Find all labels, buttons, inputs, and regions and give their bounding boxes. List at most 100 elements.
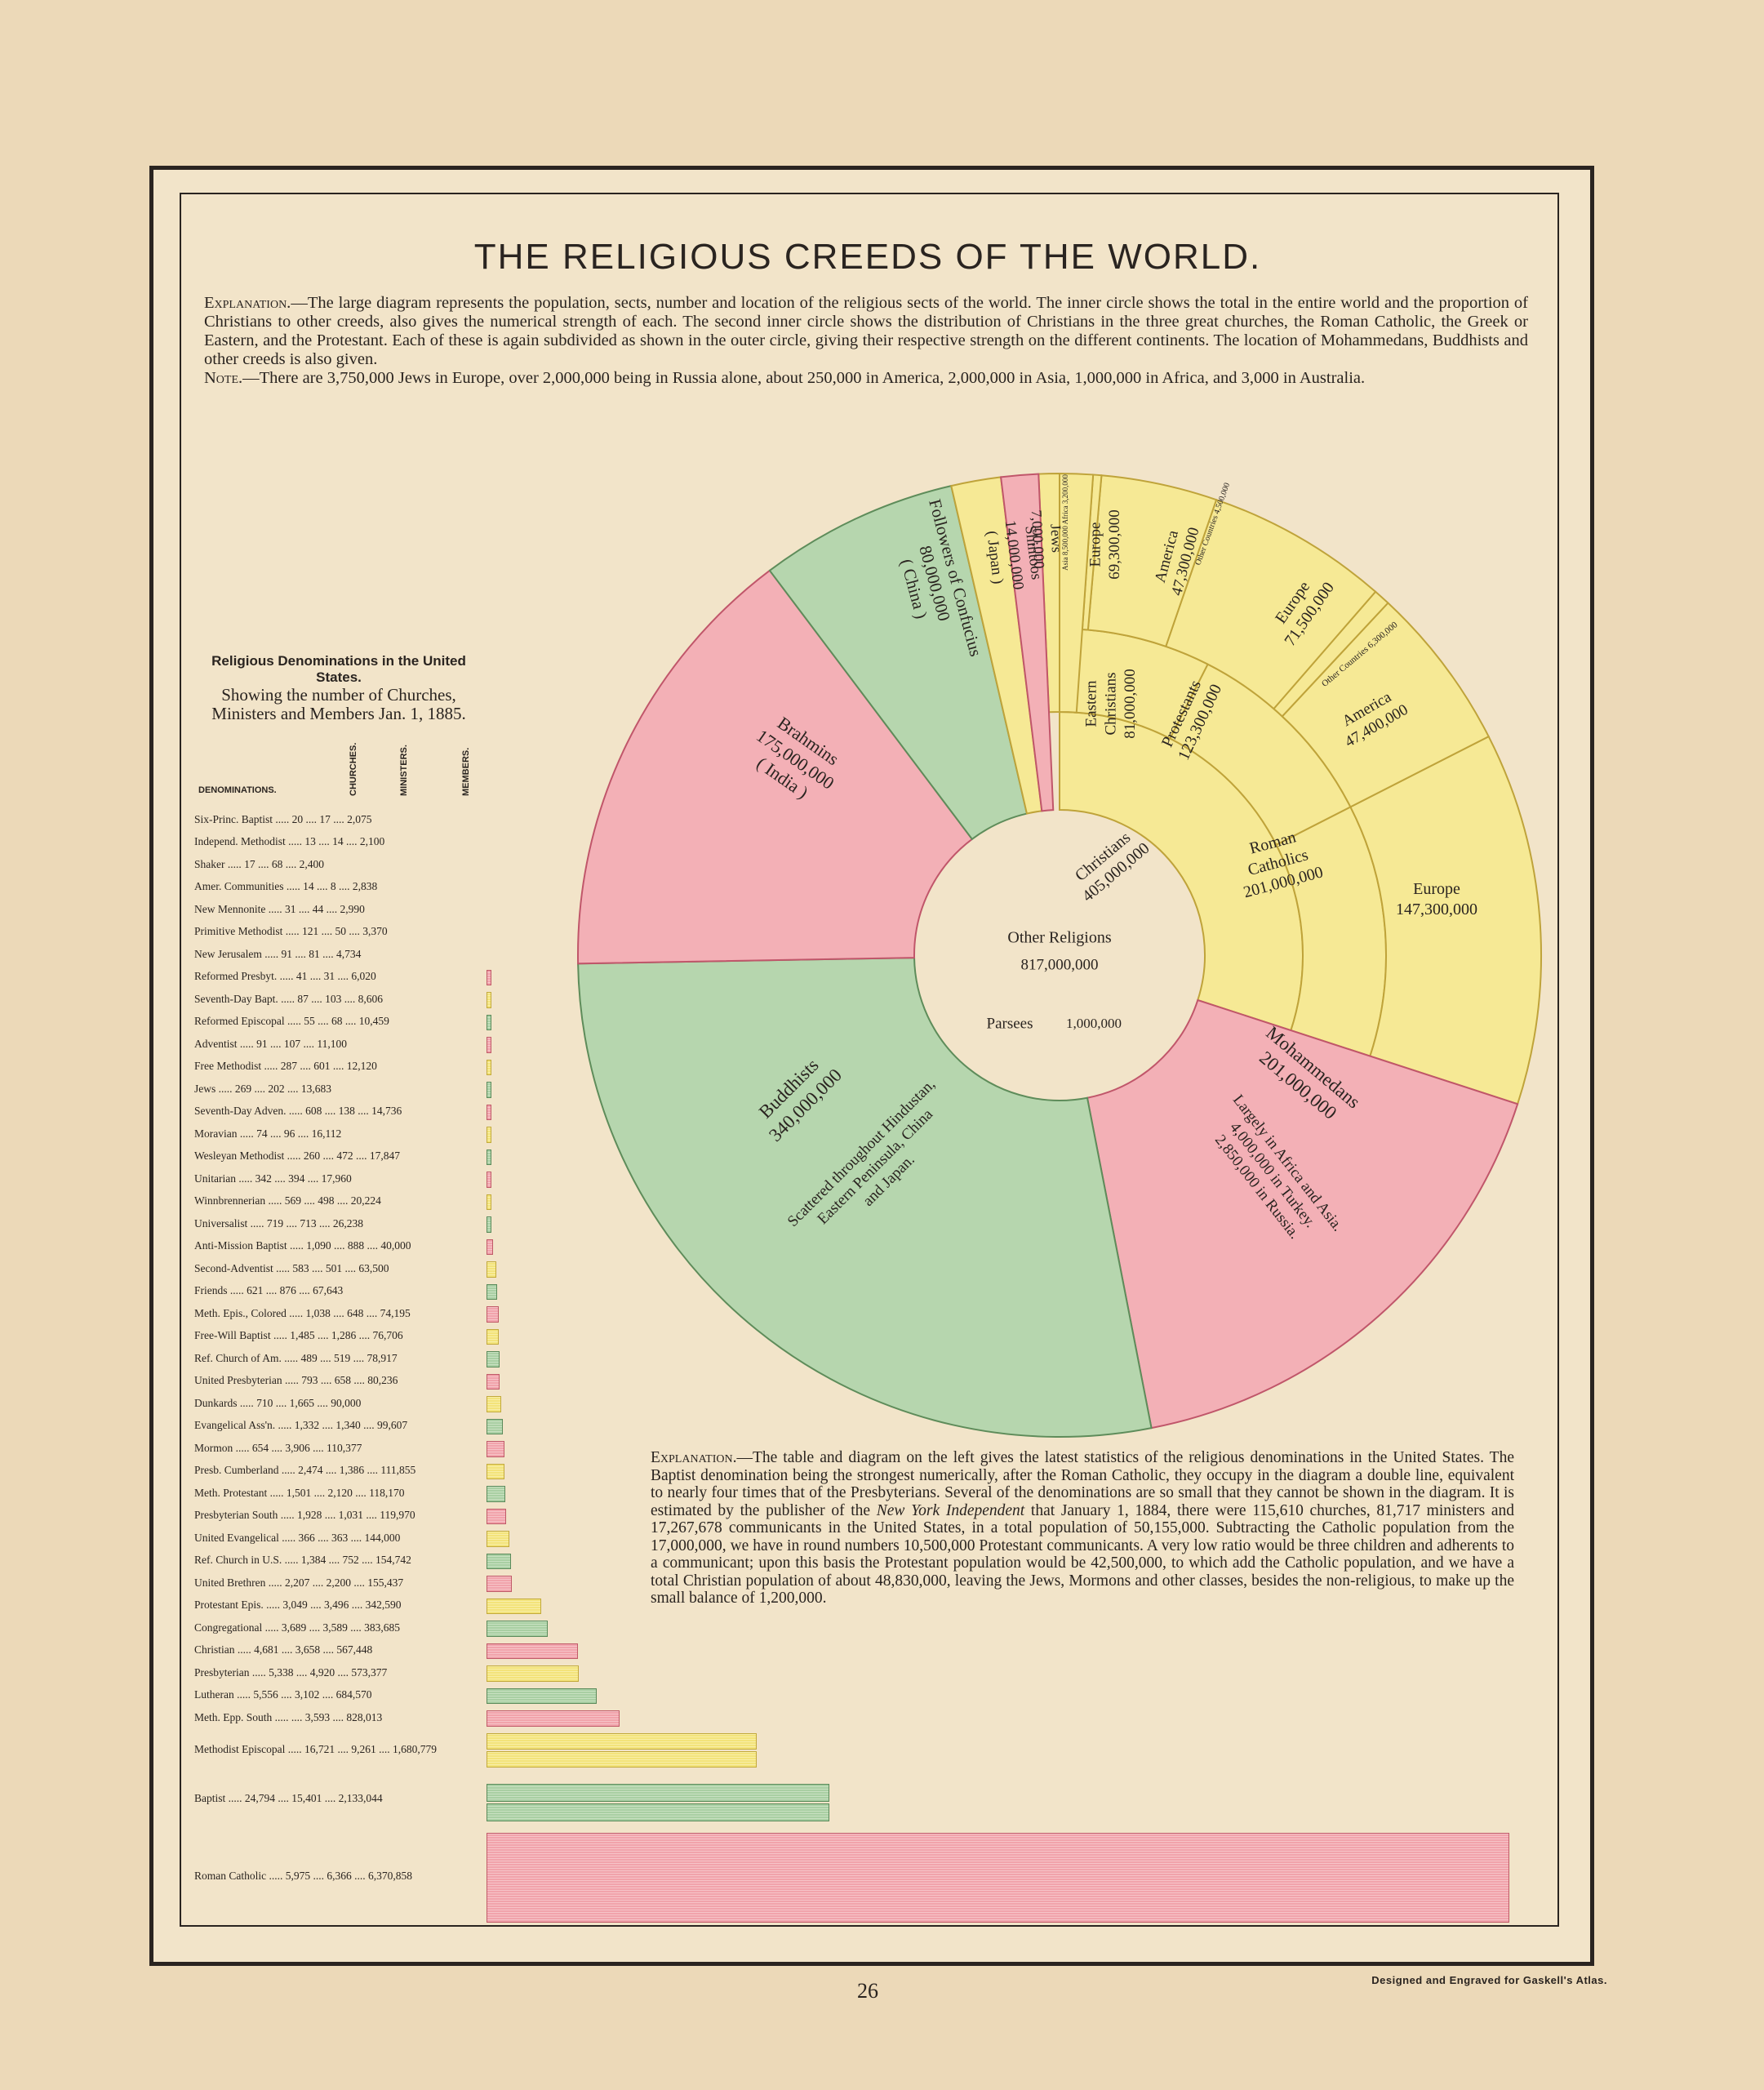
ministers-value: 50 (335, 925, 347, 938)
table-row: Amer. Communities ..... 14 .... 8 .... 2… (194, 880, 484, 893)
churches-value: 2,207 (284, 1576, 310, 1589)
denomination-name: Ref. Church of Am. (194, 1351, 282, 1364)
denomination-name: Roman Catholic (194, 1869, 267, 1882)
denomination-name: Free Methodist (194, 1060, 262, 1073)
table-row: Shaker ..... 17 .... 68 .... 2,400 (194, 858, 484, 871)
bar-roman-catholic (487, 1832, 1509, 1923)
churches-value: 4,681 (254, 1643, 279, 1656)
denomination-name: Mormon (194, 1441, 233, 1454)
bar (487, 1665, 579, 1682)
bar (487, 1059, 491, 1075)
explanation-bottom: Explanation.—The table and diagram on th… (651, 1449, 1514, 1608)
denomination-figures: ..... 719 .... 713 .... 26,238 (247, 1216, 363, 1230)
ministers-value: 752 (342, 1554, 359, 1567)
ministers-value: 501 (325, 1261, 343, 1274)
ministers-value: 1,031 (338, 1509, 363, 1522)
ministers-value: 1,286 (331, 1329, 357, 1342)
ministers-value: 876 (279, 1284, 296, 1297)
ministers-value: 363 (331, 1531, 349, 1544)
denomination-name: Independ. Methodist (194, 835, 286, 848)
table-row: Universalist ..... 719 .... 713 .... 26,… (194, 1217, 484, 1230)
members-value: 154,742 (375, 1554, 411, 1567)
denomination-name: Unitarian (194, 1172, 236, 1185)
members-value: 4,734 (335, 947, 362, 960)
denomination-figures: ..... 91 .... 107 .... 11,100 (237, 1037, 347, 1050)
bar (487, 1283, 498, 1300)
ministers-value: 1,386 (339, 1464, 365, 1477)
ministers-value: 81 (309, 947, 320, 960)
churches-value: 287 (280, 1060, 297, 1073)
table-row: Moravian ..... 74 .... 96 .... 16,112 (194, 1127, 484, 1141)
denomination-figures: ..... 20 .... 17 .... 2,075 (273, 812, 372, 825)
bar (487, 1621, 549, 1637)
members-value: 828,013 (346, 1710, 383, 1723)
denomination-figures: ..... 3,049 .... 3,496 .... 342,590 (263, 1599, 402, 1612)
bar (487, 1373, 500, 1390)
ministers-value: 3,593 (304, 1710, 331, 1723)
denomination-figures: ..... 41 .... 31 .... 6,020 (277, 970, 376, 983)
churches-value: 55 (304, 1015, 315, 1028)
members-value: 74,195 (380, 1306, 411, 1319)
table-row: Adventist ..... 91 .... 107 .... 11,100 (194, 1038, 484, 1051)
denomination-figures: ..... 1,501 .... 2,120 .... 118,170 (267, 1486, 405, 1499)
bar (487, 1531, 510, 1547)
bar (487, 1216, 491, 1233)
churches-value: 1,332 (294, 1419, 320, 1432)
members-value: 6,020 (351, 970, 376, 983)
members-value: 155,437 (367, 1576, 404, 1589)
denomination-figures: ..... 121 .... 50 .... 3,370 (282, 925, 388, 938)
table-row: Meth. Epp. South ..... .... 3,593 .... 8… (194, 1711, 484, 1724)
table-row: Mormon ..... 654 .... 3,906 .... 110,377 (194, 1442, 484, 1455)
col-members: MEMBERS. (461, 747, 471, 796)
denomination-name: Ref. Church in U.S. (194, 1554, 282, 1567)
bar (487, 1576, 512, 1592)
ministers-value: 1,665 (289, 1396, 314, 1409)
table-row: New Mennonite ..... 31 .... 44 .... 2,99… (194, 903, 484, 916)
denomination-name: Meth. Epp. South (194, 1710, 273, 1723)
denomination-name: New Mennonite (194, 902, 266, 915)
churches-value: 342 (255, 1172, 272, 1185)
churches-value: 621 (247, 1284, 264, 1297)
denomination-figures: ..... 489 .... 519 .... 78,917 (281, 1351, 398, 1364)
col-ministers: MINISTERS. (399, 745, 409, 796)
table-row: Free-Will Baptist ..... 1,485 .... 1,286… (194, 1329, 484, 1342)
ministers-value: 3,589 (322, 1621, 348, 1634)
denomination-figures: ..... 342 .... 394 .... 17,960 (235, 1172, 352, 1185)
members-value: 2,075 (347, 812, 372, 825)
members-value: 76,706 (372, 1329, 403, 1342)
members-value: 10,459 (358, 1015, 389, 1028)
bar-methodist-episcopal-2 (487, 1750, 757, 1768)
denomination-name: Free-Will Baptist (194, 1329, 271, 1342)
table-row: New Jerusalem ..... 91 .... 81 .... 4,73… (194, 948, 484, 961)
denomination-figures: ..... 366 .... 363 .... 144,000 (278, 1531, 401, 1544)
members-value: 383,685 (364, 1621, 400, 1634)
bar (487, 1014, 491, 1030)
members-value: 11,100 (317, 1037, 347, 1050)
churches-value: 5,556 (253, 1688, 278, 1701)
denomination-name: Universalist (194, 1216, 248, 1230)
ministers-value: 107 (283, 1037, 301, 1050)
ministers-value: 68 (271, 857, 283, 870)
churches-value: 17 (244, 857, 255, 870)
denomination-name: Congregational (194, 1621, 263, 1634)
table-row: United Evangelical ..... 366 .... 363 ..… (194, 1532, 484, 1545)
denomination-figures: ..... 55 .... 68 .... 10,459 (284, 1015, 389, 1028)
table-row: Methodist Episcopal ..... 16,721 .... 9,… (194, 1743, 484, 1756)
denomination-name: Six-Princ. Baptist (194, 812, 273, 825)
table-row: Congregational ..... 3,689 .... 3,589 ..… (194, 1621, 484, 1634)
churches-value: 1,090 (306, 1239, 331, 1252)
denomination-name: Reformed Episcopal (194, 1015, 285, 1028)
ministers-value: 14 (332, 835, 344, 848)
churches-value: 608 (305, 1105, 322, 1118)
churches-value: 91 (256, 1037, 268, 1050)
bar (487, 1104, 491, 1120)
note-lead: Note. (204, 369, 243, 387)
table-row: Wesleyan Methodist ..... 260 .... 472 ..… (194, 1150, 484, 1163)
denomination-name: Presb. Cumberland (194, 1464, 279, 1477)
inner-frame (180, 193, 1559, 1927)
bar (487, 1127, 491, 1143)
ministers-value: 2,120 (327, 1486, 353, 1499)
ministers-value: 472 (336, 1150, 353, 1163)
churches-value: 2,474 (298, 1464, 323, 1477)
denomination-name: Christian (194, 1643, 235, 1656)
